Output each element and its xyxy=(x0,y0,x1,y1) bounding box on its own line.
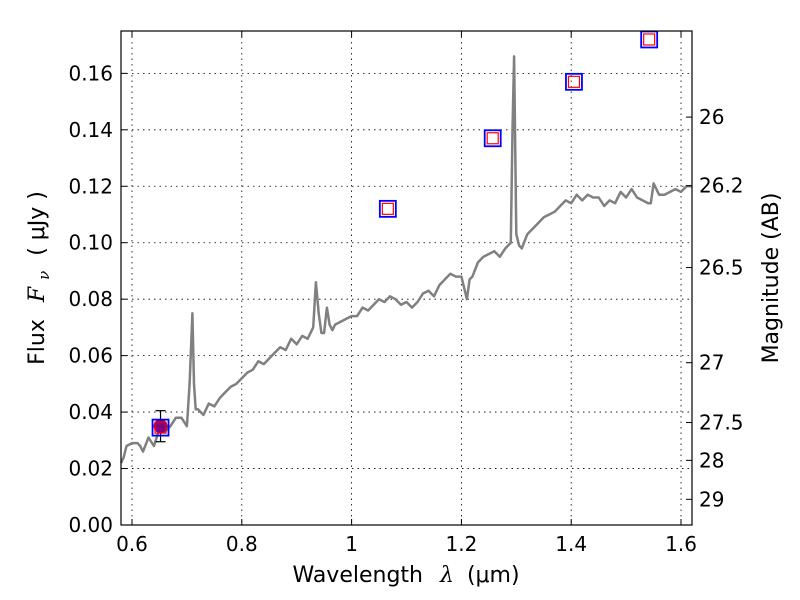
x-tick-label: 0.8 xyxy=(226,532,258,556)
plot-frame xyxy=(120,30,693,526)
x-axis-label: Wavelength λ (μm) xyxy=(292,563,519,588)
photometry-markers xyxy=(151,30,659,443)
y-tick-label: 0.16 xyxy=(68,61,113,85)
y2-tick-label: 26.5 xyxy=(699,256,744,280)
y-tick-label: 0.12 xyxy=(68,174,113,198)
photometry-square-outer xyxy=(151,418,170,437)
y-axis-label: Flux F ν ( μJy ) xyxy=(25,191,55,365)
y-axis-label-subscript: ν xyxy=(35,271,53,280)
y-tick-label: 0.02 xyxy=(68,457,113,481)
y2-tick-label: 26 xyxy=(699,105,724,129)
x-tick-label: 1.4 xyxy=(555,532,587,556)
y-axis-label-symbol: F xyxy=(25,286,50,303)
photometry-square-inner xyxy=(567,75,581,88)
x-tick-label: 1.6 xyxy=(665,532,697,556)
photometry-square-outer xyxy=(378,199,397,218)
y2-tick-label: 27.5 xyxy=(699,411,744,435)
axis-ticks: 0.6 0.8 1 1.2 1.4 1.6 0.00 0.02 0.04 0.06 0.08 0.10… xyxy=(68,31,744,556)
y2-tick-label: 28 xyxy=(699,448,724,472)
y2-tick-label: 27 xyxy=(699,351,724,375)
data-series xyxy=(119,55,692,464)
y-tick-label: 0.10 xyxy=(68,231,113,255)
x-tick-label: 1 xyxy=(345,532,358,556)
photometry-square-inner xyxy=(381,202,394,215)
photometry-square-outer xyxy=(565,72,583,91)
y-axis-label-text: Flux xyxy=(25,319,50,365)
y-tick-label: 0.06 xyxy=(68,344,113,368)
y2-axis-label: Magnitude (AB) xyxy=(759,193,784,364)
x-axis-label-unit: (μm) xyxy=(467,563,520,588)
photometry-square-inner xyxy=(486,132,499,145)
x-tick-label: 1.2 xyxy=(445,532,477,556)
spectrum-line xyxy=(119,55,692,464)
y2-tick-label: 26.2 xyxy=(699,174,744,198)
y-tick-label: 0.00 xyxy=(68,513,113,537)
y2-tick-label: 29 xyxy=(699,487,724,511)
x-axis-label-symbol: λ xyxy=(439,563,454,588)
grid-lines xyxy=(121,31,692,525)
y-tick-label: 0.04 xyxy=(68,400,113,424)
photometry-square-inner xyxy=(643,33,656,46)
y-tick-label: 0.08 xyxy=(68,287,113,311)
y-tick-label: 0.14 xyxy=(68,118,113,142)
photometry-square-outer xyxy=(483,129,502,148)
photometry-square-inner xyxy=(154,421,167,434)
x-axis-label-text: Wavelength xyxy=(292,563,423,588)
y-axis-label-unit: ( μJy ) xyxy=(25,191,50,256)
x-tick-label: 0.6 xyxy=(116,532,148,556)
